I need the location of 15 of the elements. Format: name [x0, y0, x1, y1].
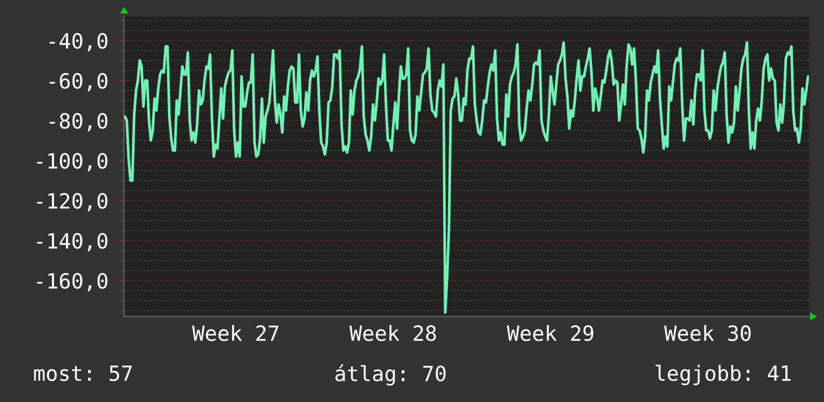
x-tick-label: Week 28 — [349, 324, 436, 342]
x-tick-label: Week 29 — [506, 324, 594, 342]
y-tick-label: -60,0 — [50, 73, 108, 92]
y-tick-label: -120,0 — [37, 193, 108, 212]
y-tick-label: -80,0 — [50, 113, 108, 132]
y-tick-label: -40,0 — [50, 33, 108, 52]
line-series — [124, 41, 809, 314]
text: most: 57 — [34, 366, 132, 382]
y-tick-label: -140,0 — [37, 233, 108, 252]
x-tick-label: Week 30 — [664, 324, 751, 342]
text: legjobb: 41 — [656, 364, 791, 386]
x-tick-label: Week 27 — [192, 324, 278, 342]
y-tick-label: -100,0 — [37, 153, 108, 172]
text: átlag: 70 — [335, 364, 446, 386]
y-tick-label: -160,0 — [37, 273, 108, 292]
